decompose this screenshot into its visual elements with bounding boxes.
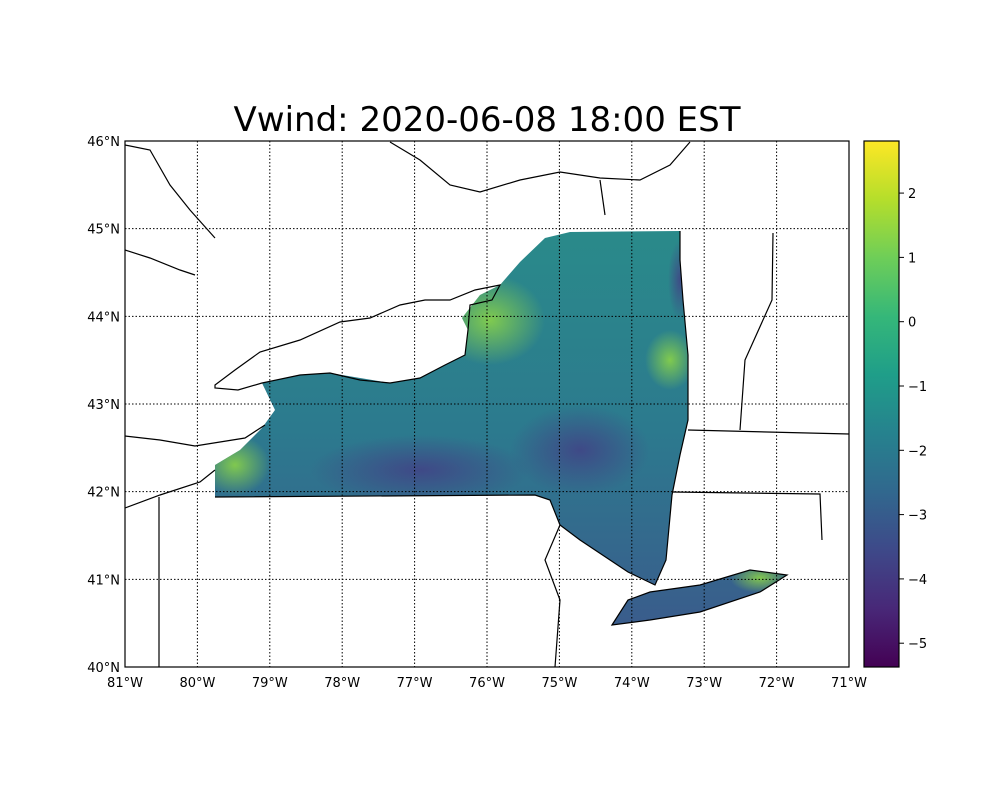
x-tick-label: 80°W — [179, 676, 215, 691]
x-tick-label: 78°W — [324, 676, 360, 691]
colorbar-tick-label: 0 — [908, 316, 916, 331]
long-island-coast — [610, 569, 789, 626]
colorbar-tick-label: −3 — [908, 509, 927, 524]
x-tick-label: 71°W — [831, 676, 867, 691]
x-tick-label: 74°W — [614, 676, 650, 691]
y-tick-label: 46°N — [87, 135, 120, 150]
state-borders — [158, 179, 849, 667]
lake-ontario-outline — [214, 284, 502, 391]
y-tick-label: 43°N — [87, 398, 120, 413]
gridlines — [125, 141, 849, 667]
x-tick-label: 75°W — [541, 676, 577, 691]
y-tick-label: 41°N — [87, 573, 120, 588]
y-tick-label: 42°N — [87, 486, 120, 501]
x-tick-label: 72°W — [759, 676, 795, 691]
lake-erie-outline — [125, 424, 266, 509]
x-tick-label: 79°W — [252, 676, 288, 691]
y-tick-label: 45°N — [87, 223, 120, 238]
x-tick-label: 73°W — [686, 676, 722, 691]
colorbar — [863, 140, 900, 668]
y-axis: 40°N 41°N 42°N 43°N 44°N 45°N 46°N — [87, 135, 120, 676]
st-lawrence — [389, 141, 691, 193]
ny-boundary — [214, 231, 689, 586]
map-frame — [124, 140, 850, 668]
colorbar-tick-label: 1 — [908, 251, 916, 266]
chart-title: Vwind: 2020-06-08 18:00 EST — [233, 100, 741, 140]
x-axis: 81°W 80°W 79°W 78°W 77°W 76°W 75°W 74°W 73°W 72°W… — [107, 676, 867, 691]
x-tick-label: 81°W — [107, 676, 143, 691]
colorbar-axis: 2 1 0 −1 −2 −3 −4 −5 — [899, 187, 927, 652]
x-tick-label: 76°W — [469, 676, 505, 691]
colorbar-tick-label: −4 — [908, 573, 927, 588]
x-tick-label: 77°W — [397, 676, 433, 691]
coastlines — [125, 141, 849, 667]
y-tick-label: 44°N — [87, 310, 120, 325]
colorbar-tick-label: −2 — [908, 444, 927, 459]
colorbar-tick-label: −5 — [908, 637, 927, 652]
colorbar-tick-label: 2 — [908, 187, 916, 202]
y-tick-label: 40°N — [87, 661, 120, 676]
lake-huron-shore — [125, 144, 216, 276]
colorbar-tick-label: −1 — [908, 380, 927, 395]
